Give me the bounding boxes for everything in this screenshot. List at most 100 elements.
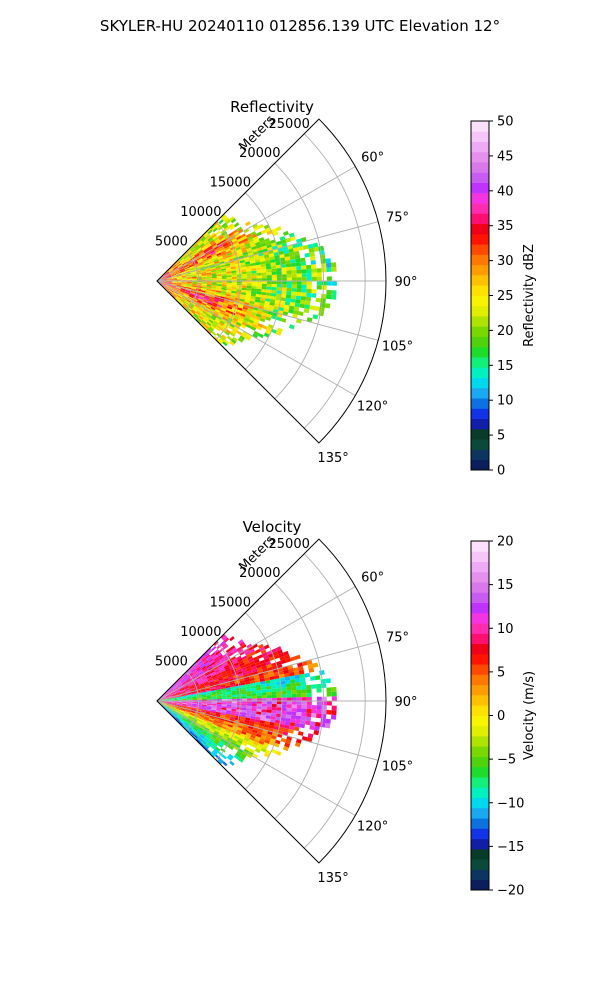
data-cell (165, 694, 171, 697)
data-cell (244, 242, 251, 247)
data-cell (162, 279, 167, 281)
data-cell (164, 287, 169, 291)
data-cell (218, 757, 224, 763)
data-cell (173, 291, 178, 296)
data-cell (186, 283, 192, 285)
data-cell (161, 276, 167, 280)
data-cell (167, 291, 172, 295)
data-cell (243, 302, 250, 306)
data-cell (160, 274, 165, 278)
data-cell (255, 244, 262, 249)
data-cell (281, 281, 287, 285)
data-cell (256, 703, 262, 707)
data-cell (199, 265, 205, 269)
colorbar-swatch (471, 787, 489, 799)
data-cell (214, 296, 220, 300)
data-cell (300, 681, 307, 686)
data-cell (226, 710, 232, 713)
data-cell (204, 324, 209, 330)
azimuth-tick-label: 90° (394, 275, 417, 290)
data-cell (251, 743, 258, 749)
data-cell (265, 749, 272, 755)
data-cell (331, 290, 337, 296)
data-cell (172, 713, 177, 717)
data-cell (250, 715, 256, 720)
data-cell (306, 272, 312, 278)
data-cell (173, 711, 178, 716)
data-cell (191, 669, 197, 674)
data-cell (218, 741, 224, 747)
data-cell (245, 245, 252, 250)
data-cell (206, 272, 212, 275)
data-cell (251, 323, 258, 329)
data-cell (213, 732, 219, 736)
data-cell (308, 667, 315, 673)
data-cell (299, 673, 305, 679)
data-cell (172, 264, 177, 269)
data-cell (172, 292, 178, 297)
data-cell (251, 666, 257, 671)
data-cell (234, 664, 241, 669)
colorbar-tick-label: 5 (497, 665, 505, 680)
data-cell (255, 736, 261, 741)
data-cell (286, 281, 292, 285)
data-cell (226, 708, 232, 711)
data-cell (219, 716, 225, 720)
data-cell (221, 277, 227, 280)
data-cell (226, 702, 232, 705)
data-cell (316, 713, 322, 719)
data-cell (320, 718, 326, 724)
data-cell (271, 701, 277, 705)
data-cell (249, 298, 256, 302)
data-cell (217, 674, 223, 678)
data-cell (280, 684, 287, 688)
data-cell (255, 316, 261, 321)
data-cell (233, 662, 240, 667)
data-cell (215, 754, 221, 760)
data-cell (181, 260, 186, 264)
data-cell (288, 668, 294, 673)
data-cell (198, 728, 204, 733)
data-cell (161, 277, 167, 280)
data-cell (206, 273, 212, 276)
data-cell (181, 694, 187, 697)
data-cell (171, 282, 177, 284)
data-cell (185, 710, 191, 713)
data-cell (194, 724, 200, 729)
azimuth-spoke (156, 641, 379, 702)
data-cell (220, 712, 226, 716)
data-cell (284, 654, 291, 660)
data-cell (234, 733, 241, 738)
data-cell (233, 723, 239, 728)
data-cell (167, 699, 172, 701)
data-cell (226, 691, 232, 694)
data-cell (228, 745, 234, 750)
data-cell (231, 698, 237, 701)
data-cell (253, 318, 260, 324)
data-cell (296, 273, 302, 278)
data-cell (285, 294, 292, 299)
data-cell (304, 672, 310, 678)
data-cell (211, 751, 217, 756)
data-cell (311, 276, 317, 281)
data-cell (255, 296, 261, 301)
data-cell (254, 256, 260, 261)
data-cell (220, 213, 226, 220)
data-cell (176, 716, 181, 720)
colorbar-swatch (471, 694, 489, 706)
data-cell (178, 301, 183, 306)
data-cell (270, 239, 276, 244)
data-cell (326, 276, 332, 281)
colorbar-swatch (471, 418, 489, 430)
data-cell (241, 696, 247, 699)
data-cell (295, 295, 302, 300)
azimuth-spoke (156, 280, 379, 341)
data-cell (176, 702, 182, 703)
data-cell (171, 696, 177, 698)
data-cell (179, 268, 185, 271)
data-cell (295, 682, 302, 687)
data-cell (314, 675, 321, 681)
data-cell (207, 229, 213, 235)
data-cell (301, 697, 307, 701)
data-cell (234, 313, 241, 318)
